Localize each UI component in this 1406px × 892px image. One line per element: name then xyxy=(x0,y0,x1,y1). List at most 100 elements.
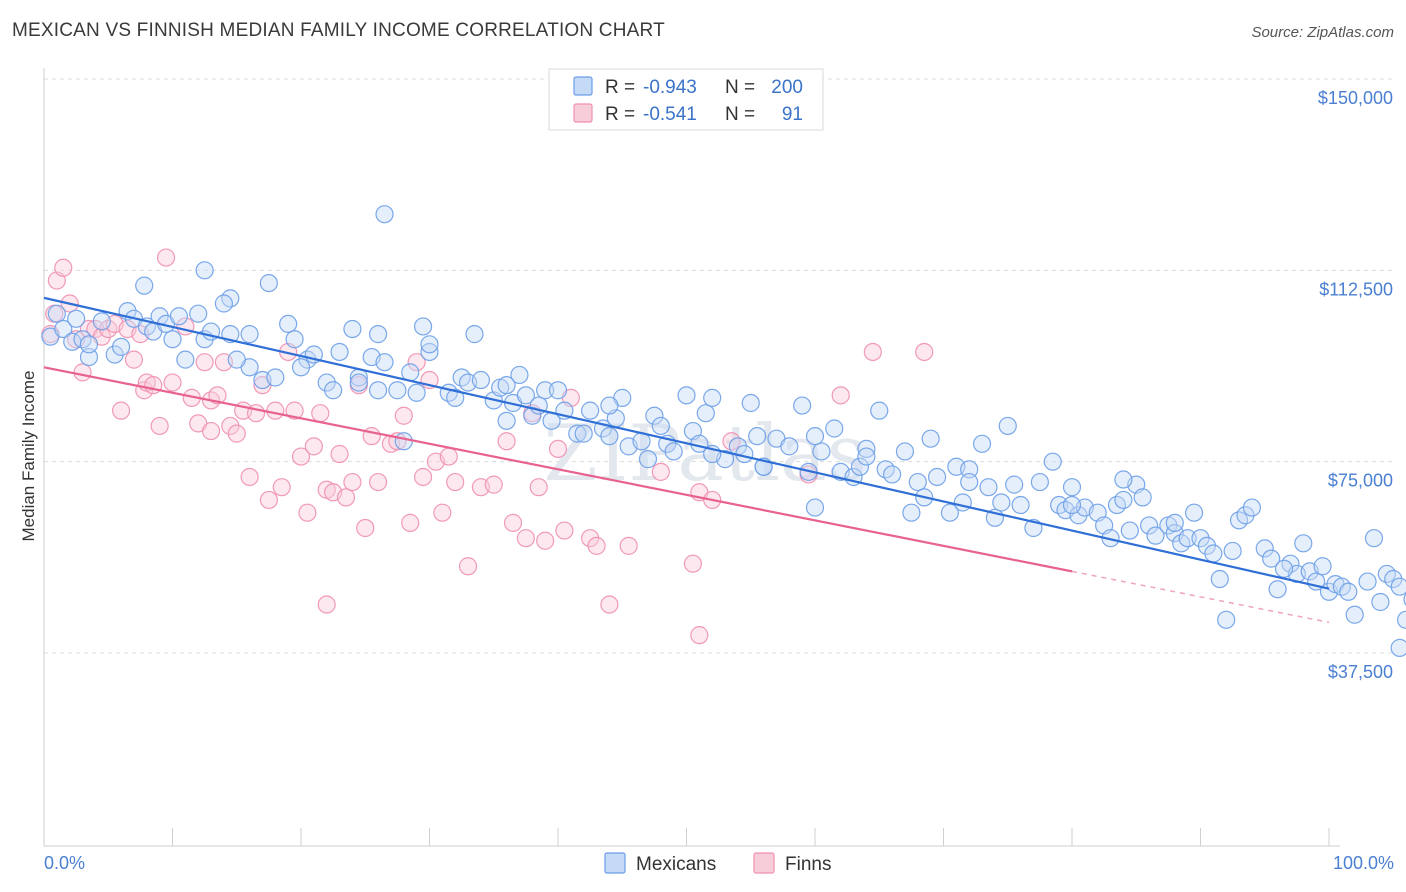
finns-point xyxy=(208,386,227,405)
y-tick-labels: $37,500 $75,000 $112,500 $150,000 xyxy=(1318,88,1393,682)
legend-n-value-mexicans: 200 xyxy=(771,77,803,98)
finns-point xyxy=(433,503,452,522)
mexicans-point xyxy=(568,424,587,443)
mexicans-point xyxy=(902,503,921,522)
x-tick-label-min: 0.0% xyxy=(44,853,85,873)
x-axis-ticks xyxy=(43,828,1330,846)
mexicans-point xyxy=(54,319,73,339)
mexicans-point xyxy=(972,434,992,453)
mexicans-point xyxy=(1165,513,1184,532)
finns-point xyxy=(150,416,169,436)
mexicans-point xyxy=(645,406,664,425)
finns-point xyxy=(111,401,131,420)
mexicans-point xyxy=(1274,559,1294,578)
y-axis-label: Median Family Income xyxy=(19,370,38,541)
mexicans-point xyxy=(324,381,343,400)
mexicans-point xyxy=(330,342,349,362)
mexicans-point xyxy=(703,388,722,407)
mexicans-point xyxy=(1210,569,1229,589)
legend-r-label-mexicans: R = xyxy=(605,77,635,98)
mexicans-point xyxy=(812,442,831,461)
mexicans-point xyxy=(805,427,825,446)
mexicans-point xyxy=(497,411,516,430)
mexicans-point xyxy=(882,465,902,484)
mexicans-point xyxy=(79,347,99,367)
finns-point xyxy=(484,475,503,494)
mexicans-point xyxy=(857,439,876,459)
finns-point xyxy=(54,258,73,277)
mexicans-point xyxy=(111,337,131,356)
mexicans-point xyxy=(420,342,439,362)
mexicans-point xyxy=(1223,541,1242,561)
finns-point xyxy=(317,595,336,614)
mexicans-point xyxy=(664,442,683,461)
trend-lines xyxy=(43,296,1330,624)
mexicans-point xyxy=(407,383,426,402)
mexicans-point xyxy=(1139,516,1159,535)
finns-point xyxy=(831,386,850,405)
mexicans-point xyxy=(1217,610,1236,629)
mexicans-point xyxy=(536,381,555,400)
finns-point xyxy=(227,424,246,443)
mexicans-point xyxy=(189,304,208,323)
mexicans-point xyxy=(523,406,542,425)
finns-point xyxy=(291,447,311,466)
mexicans-point xyxy=(516,386,535,405)
legend-swatch-finns xyxy=(573,103,593,123)
mexicans-point xyxy=(1011,495,1030,515)
finns-point xyxy=(195,353,214,372)
mexicans-point xyxy=(240,325,259,344)
mexicans-point xyxy=(741,393,760,413)
mexicans-point xyxy=(471,370,490,390)
finns-trend-line xyxy=(43,366,1073,573)
legend-r-value-mexicans: -0.943 xyxy=(643,77,697,98)
mexicans-point xyxy=(895,442,915,461)
mexicans-point xyxy=(446,388,465,407)
mexicans-point xyxy=(343,319,362,339)
mexicans-point xyxy=(1390,638,1406,657)
finns-point xyxy=(394,406,413,425)
mexicans-point xyxy=(857,447,876,466)
mexicans-point xyxy=(394,432,413,451)
mexicans-point xyxy=(600,396,619,415)
mexicans-point xyxy=(291,358,311,377)
mexicans-point xyxy=(369,381,388,400)
finns-point xyxy=(651,462,670,481)
mexicans-point xyxy=(1345,605,1364,624)
mexicans-point xyxy=(998,416,1017,436)
finns-point xyxy=(458,557,478,576)
mexicans-point xyxy=(135,276,154,295)
mexicans-point xyxy=(921,429,940,448)
finns-point xyxy=(516,529,535,548)
legend-box xyxy=(548,68,824,131)
mexicans-point xyxy=(1255,539,1274,558)
legend-n-label-mexicans: N = xyxy=(725,77,755,98)
finns-point xyxy=(413,467,433,487)
mexicans-point xyxy=(266,368,285,387)
correlation-legend: R = -0.943 N = 200 R = -0.541 N = 91 xyxy=(548,68,824,131)
mexicans-point xyxy=(176,350,195,369)
mexicans-point xyxy=(214,294,233,313)
mexicans-point xyxy=(677,386,696,405)
mexicans-point xyxy=(1114,490,1133,510)
mexicans-point xyxy=(940,503,960,522)
mexicans-point xyxy=(259,273,278,293)
finns-point xyxy=(497,432,516,451)
finns-point xyxy=(304,437,323,456)
mexicans-point xyxy=(47,304,66,323)
mexicans-point xyxy=(1294,534,1313,553)
legend-n-value-finns: 91 xyxy=(782,104,803,125)
mexicans-point xyxy=(465,325,484,344)
mexicans-point xyxy=(651,416,670,436)
mexicans-point xyxy=(1204,544,1223,563)
mexicans-point xyxy=(825,419,844,438)
mexicans-point xyxy=(1120,521,1139,540)
mexicans-point xyxy=(992,493,1011,512)
mexicans-point xyxy=(1062,478,1082,497)
finns-point xyxy=(124,350,144,369)
y-tick-label-150000: $150,000 xyxy=(1318,88,1393,108)
mexicans-point xyxy=(581,401,600,420)
mexicans-point xyxy=(195,261,214,280)
chart-title: MEXICAN VS FINNISH MEDIAN FAMILY INCOME … xyxy=(12,20,665,41)
